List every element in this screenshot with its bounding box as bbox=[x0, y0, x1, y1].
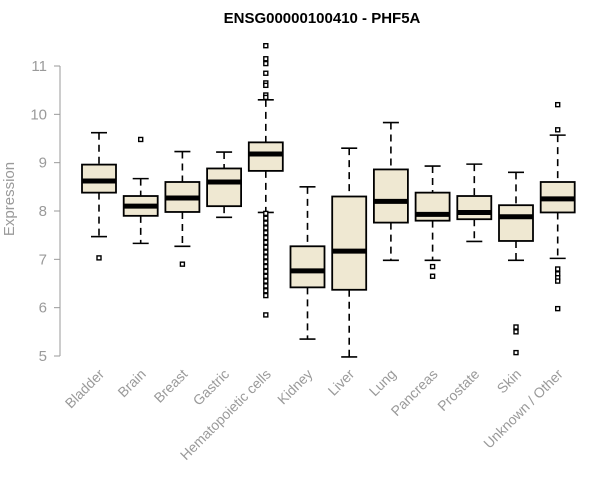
outlier-point bbox=[263, 254, 269, 260]
outlier-point bbox=[263, 268, 269, 275]
iqr-box bbox=[331, 195, 368, 291]
outlier-point bbox=[555, 127, 561, 133]
x-tick-label: Bladder bbox=[62, 366, 108, 412]
outlier-point bbox=[263, 56, 269, 62]
box-prostate bbox=[456, 163, 493, 243]
outlier-point bbox=[263, 249, 269, 255]
y-tick-label: 10 bbox=[30, 106, 47, 123]
y-tick-label: 5 bbox=[39, 348, 47, 365]
outlier-point bbox=[555, 101, 561, 108]
box-breast bbox=[164, 150, 201, 267]
outlier-point bbox=[555, 278, 561, 284]
y-axis-label: Expression bbox=[1, 162, 18, 236]
y-axis: 5 6 7 8 9 10 11 bbox=[30, 58, 61, 365]
box-liver bbox=[331, 147, 368, 358]
box-hematopoietic-cells bbox=[247, 43, 284, 318]
outlier-point bbox=[513, 329, 519, 335]
outlier-point bbox=[263, 244, 269, 250]
y-tick-label: 7 bbox=[39, 251, 47, 268]
x-tick-label: Breast bbox=[151, 366, 191, 406]
outlier-point bbox=[429, 263, 436, 270]
y-tick-label: 6 bbox=[39, 300, 47, 317]
outlier-point bbox=[263, 273, 269, 279]
outlier-point bbox=[263, 82, 269, 89]
x-tick-label: Unknown / Other bbox=[480, 366, 566, 452]
iqr-box bbox=[289, 245, 326, 289]
box-kidney bbox=[289, 186, 326, 340]
y-tick-label: 11 bbox=[31, 58, 47, 75]
iqr-box bbox=[498, 204, 534, 242]
outlier-point bbox=[263, 60, 269, 67]
box-gastric bbox=[206, 151, 243, 219]
box-brain bbox=[122, 136, 159, 245]
box-skin bbox=[498, 171, 534, 356]
iqr-box bbox=[247, 141, 284, 172]
outlier-point bbox=[137, 136, 144, 143]
outlier-point bbox=[555, 266, 561, 272]
outlier-point bbox=[263, 43, 269, 49]
y-tick-label: 9 bbox=[39, 155, 47, 172]
outlier-point bbox=[263, 220, 269, 226]
outlier-point bbox=[96, 255, 102, 261]
outlier-point bbox=[263, 215, 269, 221]
outlier-point bbox=[263, 94, 269, 101]
x-tick-label: Prostate bbox=[434, 366, 482, 414]
outlier-point bbox=[555, 305, 561, 312]
box-lung bbox=[372, 121, 409, 262]
outlier-point bbox=[263, 288, 269, 294]
iqr-box bbox=[206, 167, 243, 208]
outlier-point bbox=[263, 263, 269, 270]
outlier-point bbox=[263, 70, 269, 76]
x-tick-label: Lung bbox=[366, 366, 399, 399]
x-tick-label: Kidney bbox=[274, 366, 316, 408]
x-tick-label: Skin bbox=[494, 366, 525, 397]
outlier-point bbox=[179, 261, 186, 267]
x-tick-label: Liver bbox=[325, 366, 358, 399]
box-unknown-other bbox=[539, 101, 576, 312]
outlier-point bbox=[513, 349, 519, 356]
outlier-point bbox=[263, 283, 269, 289]
chart-title: ENSG00000100410 - PHF5A bbox=[224, 10, 421, 27]
iqr-box bbox=[456, 195, 493, 221]
outlier-point bbox=[429, 273, 436, 279]
outlier-point bbox=[263, 234, 269, 241]
outlier-point bbox=[263, 278, 269, 284]
outlier-point bbox=[513, 324, 519, 330]
plot-area bbox=[81, 43, 576, 358]
box-pancreas bbox=[414, 165, 451, 279]
iqr-box bbox=[372, 168, 409, 224]
outlier-point bbox=[263, 230, 269, 236]
box-bladder bbox=[81, 131, 117, 261]
outlier-point bbox=[263, 312, 269, 318]
outlier-point bbox=[263, 259, 269, 265]
y-tick-label: 8 bbox=[39, 203, 47, 220]
outlier-point bbox=[263, 225, 269, 231]
outlier-point bbox=[263, 239, 269, 246]
outlier-point bbox=[263, 292, 269, 299]
outlier-point bbox=[263, 210, 269, 217]
x-tick-label: Brain bbox=[114, 366, 148, 400]
